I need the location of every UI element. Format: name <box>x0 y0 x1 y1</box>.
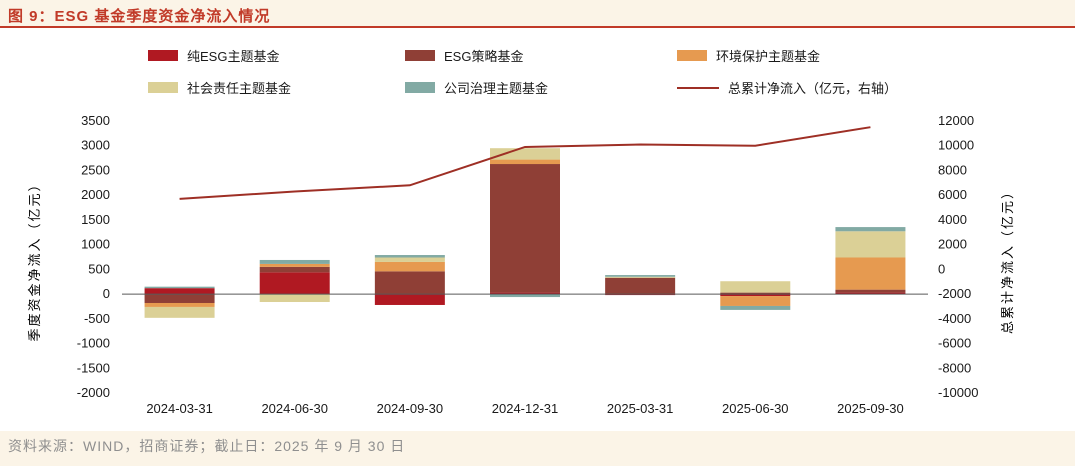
legend-item: 环境保护主题基金 <box>677 46 897 65</box>
bar-segment <box>259 272 330 295</box>
figure-header: 图 9：ESG 基金季度资金净流入情况 <box>0 0 1075 28</box>
bar-segment <box>374 294 445 305</box>
x-axis-tick-label: 2025-03-31 <box>607 401 674 416</box>
legend-box-swatch <box>148 82 178 93</box>
bar-segment <box>835 227 906 232</box>
right-axis-tick-label: -4000 <box>938 311 971 326</box>
bar-segment <box>259 266 330 273</box>
legend-item: 公司治理主题基金 <box>405 78 677 97</box>
legend-box-swatch <box>405 82 435 93</box>
bar-segment <box>835 292 906 295</box>
right-axis-tick-label: 2000 <box>938 237 967 252</box>
right-axis-tick-label: 4000 <box>938 212 967 227</box>
right-axis-tick-label: 12000 <box>938 113 974 128</box>
right-axis-tick-label: 0 <box>938 261 945 276</box>
bar-segment <box>374 257 445 262</box>
bar-segment <box>259 259 330 264</box>
legend-box-swatch <box>677 50 707 61</box>
bar-segment <box>720 281 791 293</box>
bar-segment <box>490 292 560 295</box>
legend-box-swatch <box>405 50 435 61</box>
bar-segment <box>605 277 676 295</box>
left-axis-tick-label: -2000 <box>77 385 110 400</box>
bar-segment <box>835 257 906 290</box>
source-note: 资料来源：WIND，招商证券；截止日：2025 年 9 月 30 日 <box>8 438 406 454</box>
x-axis-tick-label: 2024-03-31 <box>146 401 213 416</box>
left-axis-tick-label: -1500 <box>77 360 110 375</box>
right-axis-tick-label: 10000 <box>938 138 974 153</box>
bar-segment <box>835 231 906 258</box>
right-axis-tick-label: 8000 <box>938 162 967 177</box>
figure-title: 图 9：ESG 基金季度资金净流入情况 <box>8 8 271 25</box>
chart-plot: 3500 3000 2500 2000 1500 1000 500 0 -500 -1000 -15… <box>77 113 979 416</box>
figure-footer: 资料来源：WIND，招商证券；截止日：2025 年 9 月 30 日 <box>0 431 1075 464</box>
bar-segment <box>374 271 445 295</box>
right-axis-tick-label: -6000 <box>938 336 971 351</box>
bar-segment <box>259 294 330 303</box>
legend-item: ESG策略基金 <box>405 46 677 65</box>
bar-segment <box>720 294 791 297</box>
bar-segment <box>144 294 215 303</box>
bar-segment <box>374 255 445 258</box>
bar-segment <box>144 302 215 307</box>
bar-segment <box>490 294 560 298</box>
legend-label: 总累计净流入（亿元，右轴） <box>728 81 898 96</box>
bar-segment <box>605 276 676 278</box>
right-axis-title: 总累计净流入（亿元） <box>1000 184 1015 335</box>
right-axis-tick-label: 6000 <box>938 187 967 202</box>
chart-legend: 纯ESG主题基金 ESG策略基金 环境保护主题基金社会责任主题基金 公司治理主题基金 总… <box>148 46 897 97</box>
x-axis-tick-label: 2025-09-30 <box>837 401 904 416</box>
x-axis-tick-label: 2024-09-30 <box>377 401 444 416</box>
legend-label: ESG策略基金 <box>444 49 524 64</box>
bar-segment <box>720 296 791 306</box>
bar-segment <box>144 288 215 295</box>
left-axis-tick-label: -500 <box>84 311 110 326</box>
bar-segment <box>720 305 791 310</box>
left-axis-tick-label: 2500 <box>81 162 110 177</box>
legend-item: 纯ESG主题基金 <box>148 46 405 65</box>
left-axis-tick-label: -1000 <box>77 336 110 351</box>
legend-line-swatch <box>677 86 719 89</box>
left-axis-title: 季度资金净流入（亿元） <box>27 176 42 342</box>
bar-segment <box>374 261 445 272</box>
legend-item: 社会责任主题基金 <box>148 78 405 97</box>
x-axis-tick-label: 2024-12-31 <box>492 401 559 416</box>
legend-label: 环境保护主题基金 <box>716 49 821 64</box>
left-axis-tick-label: 3000 <box>81 138 110 153</box>
legend-item: 总累计净流入（亿元，右轴） <box>677 78 897 97</box>
bar-segment <box>605 275 676 277</box>
bar-segment <box>490 148 560 160</box>
bar-segment <box>144 306 215 318</box>
bar-segment <box>490 159 560 165</box>
right-axis-tick-label: -10000 <box>938 385 978 400</box>
left-axis-tick-label: 2000 <box>81 187 110 202</box>
left-axis-tick-label: 1000 <box>81 237 110 252</box>
legend-label: 公司治理主题基金 <box>444 81 549 96</box>
legend-box-swatch <box>148 50 178 61</box>
left-axis-tick-label: 3500 <box>81 113 110 128</box>
left-axis-tick-label: 500 <box>88 261 110 276</box>
left-axis-tick-label: 1500 <box>81 212 110 227</box>
x-axis-tick-label: 2025-06-30 <box>722 401 789 416</box>
x-axis-tick-label: 2024-06-30 <box>261 401 328 416</box>
legend-label: 社会责任主题基金 <box>187 81 292 96</box>
bar-segment <box>144 286 215 289</box>
bar-segment <box>835 289 906 293</box>
legend-label: 纯ESG主题基金 <box>187 49 280 64</box>
right-axis-tick-label: -8000 <box>938 360 971 375</box>
bar-segment <box>259 263 330 267</box>
bar-segment <box>490 164 560 293</box>
right-axis-tick-label: -2000 <box>938 286 971 301</box>
bar-segment <box>720 292 791 295</box>
chart-panel: 纯ESG主题基金 ESG策略基金 环境保护主题基金 社会责任主题基金 公司治理主题基金总… <box>0 28 1075 431</box>
cumulative-line <box>179 126 871 200</box>
left-axis-tick-label: 0 <box>103 286 110 301</box>
